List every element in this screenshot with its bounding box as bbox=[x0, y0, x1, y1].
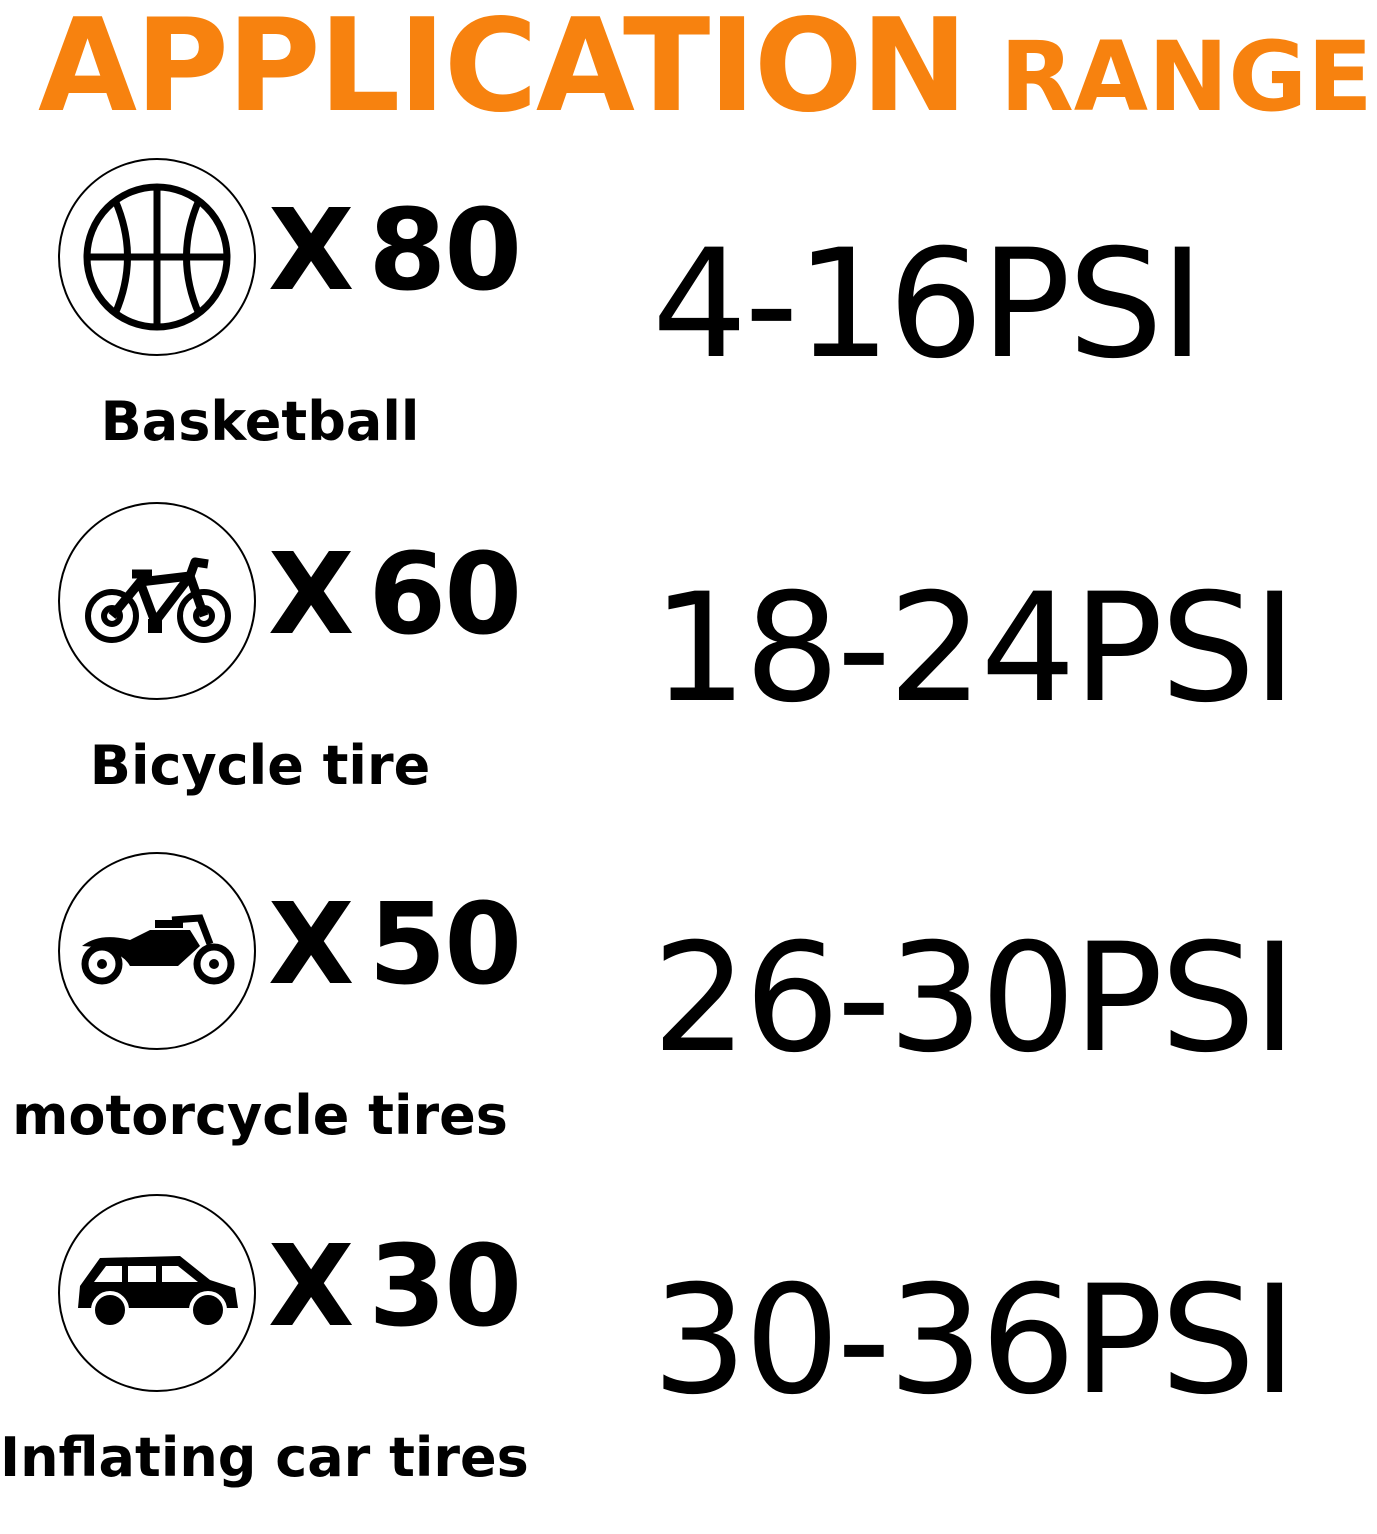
count: X 30 bbox=[268, 1222, 522, 1352]
title-main: APPLICATION bbox=[38, 0, 968, 141]
row-label: motorcycle tires bbox=[12, 1084, 508, 1147]
title-sub: RANGE bbox=[999, 21, 1373, 133]
application-row-car: X 30 Inflating car tires 30-36PSI bbox=[0, 1194, 1377, 1534]
row-label: Basketball bbox=[100, 390, 420, 453]
icon-circle bbox=[58, 502, 256, 700]
psi-range: 4-16PSI bbox=[652, 218, 1204, 392]
icon-circle bbox=[58, 852, 256, 1050]
application-row-motorcycle: X 50 motorcycle tires 26-30PSI bbox=[0, 852, 1377, 1192]
icon-circle bbox=[58, 1194, 256, 1392]
basketball-icon bbox=[83, 183, 231, 331]
application-row-basketball: X 80 Basketball 4-16PSI bbox=[0, 158, 1377, 498]
count: X 50 bbox=[268, 880, 522, 1010]
row-label: Inflating car tires bbox=[0, 1426, 529, 1489]
psi-range: 18-24PSI bbox=[652, 562, 1297, 736]
row-label: Bicycle tire bbox=[89, 734, 431, 797]
psi-range: 30-36PSI bbox=[652, 1254, 1297, 1428]
motorcycle-icon bbox=[81, 914, 235, 985]
car-icon bbox=[78, 1256, 238, 1329]
count: X 60 bbox=[268, 530, 522, 660]
page-title: APPLICATION RANGE bbox=[38, 0, 1373, 141]
bicycle-icon bbox=[85, 557, 231, 643]
psi-range: 26-30PSI bbox=[652, 912, 1297, 1086]
icon-circle bbox=[58, 158, 256, 356]
count: X 80 bbox=[268, 186, 522, 316]
application-row-bicycle: X 60 Bicycle tire 18-24PSI bbox=[0, 502, 1377, 842]
